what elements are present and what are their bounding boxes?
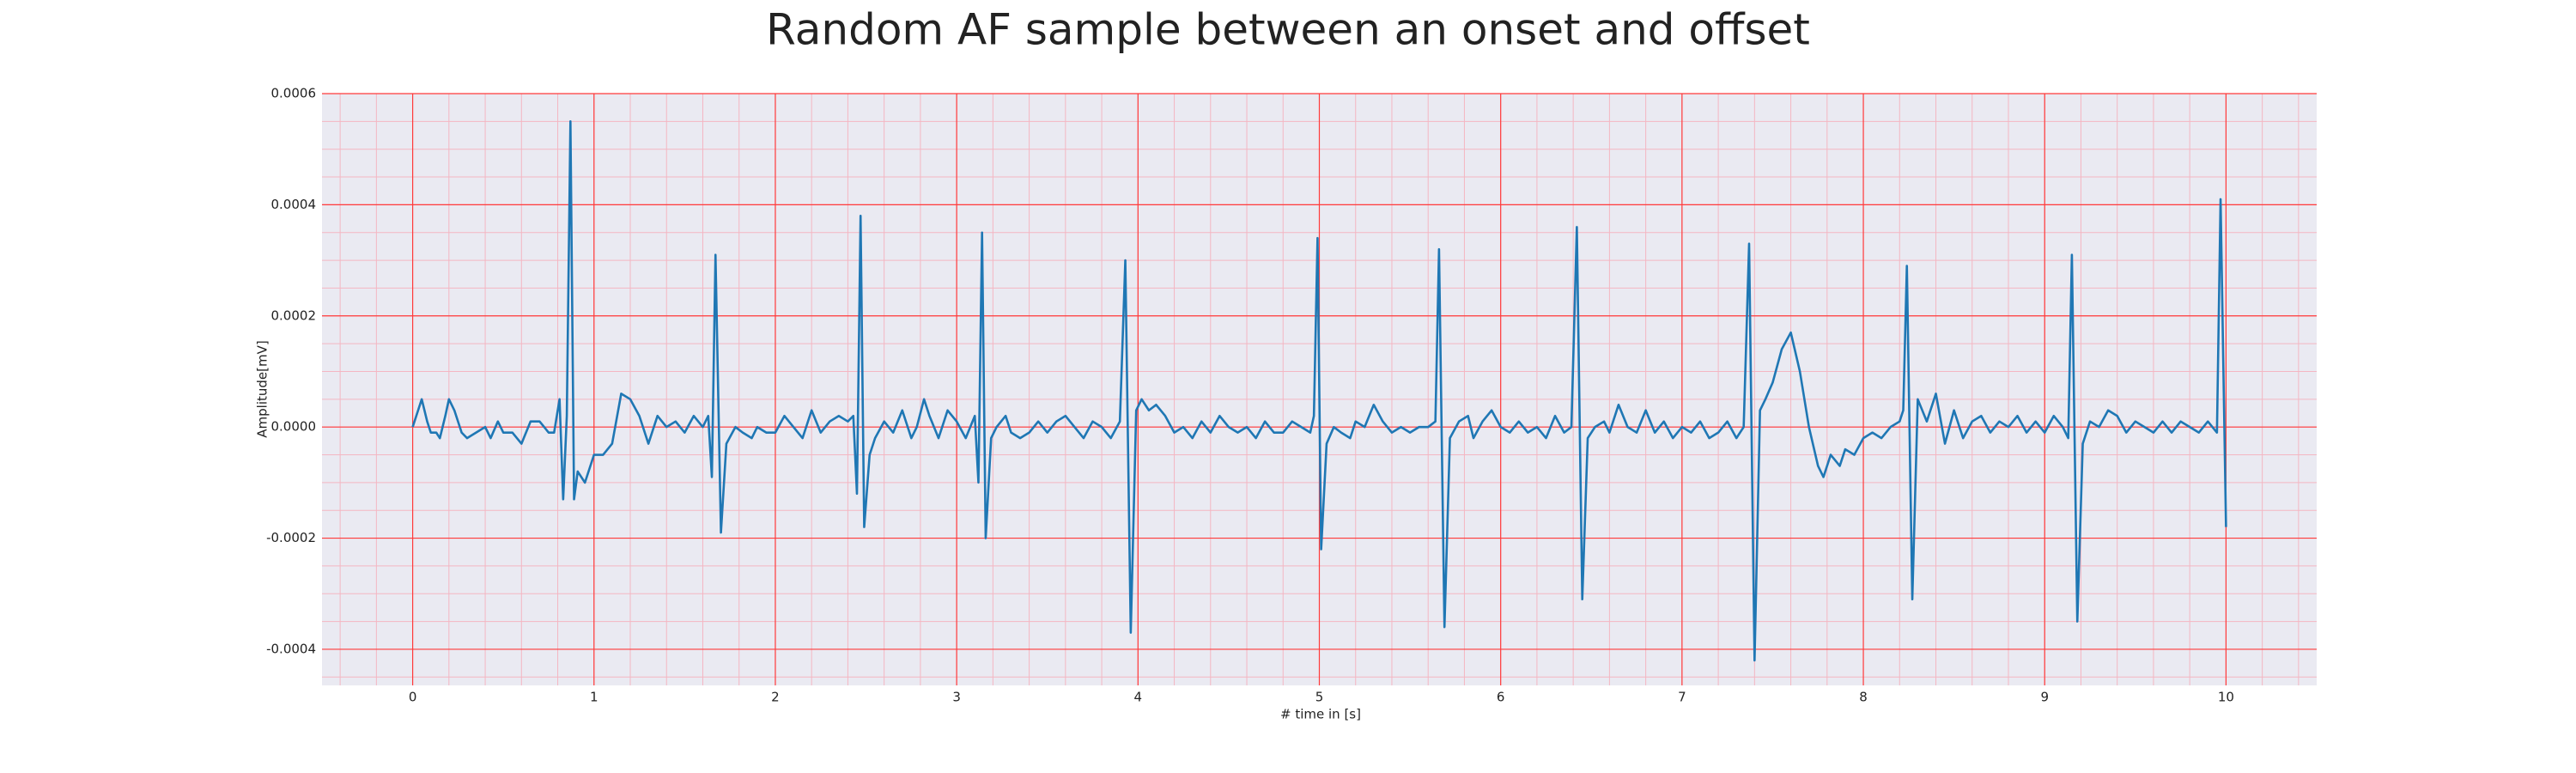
x-tick-label: 8 <box>1859 690 1868 705</box>
x-tick-label: 4 <box>1134 690 1143 705</box>
y-tick-label: -0.0004 <box>266 641 316 656</box>
x-tick-label: 10 <box>2218 690 2234 705</box>
x-tick-label: 1 <box>590 690 598 705</box>
chart-title: Random AF sample between an onset and of… <box>766 5 1810 55</box>
x-tick-label: 5 <box>1315 690 1324 705</box>
y-axis-label: Amplitude[mV] <box>255 340 270 437</box>
x-tick-label: 6 <box>1497 690 1505 705</box>
x-tick-label: 3 <box>952 690 961 705</box>
x-tick-label: 0 <box>409 690 417 705</box>
y-tick-label: -0.0002 <box>266 530 316 545</box>
y-tick-label: 0.0002 <box>271 307 317 323</box>
y-tick-label: 0.0006 <box>271 86 317 101</box>
signal-line <box>411 120 2227 662</box>
y-tick-label: 0.0000 <box>271 419 317 435</box>
x-tick-label: 7 <box>1678 690 1686 705</box>
x-tick-label: 2 <box>771 690 780 705</box>
x-axis-label: # time in [s] <box>1280 707 1361 722</box>
x-tick-label: 9 <box>2040 690 2049 705</box>
y-tick-label: 0.0004 <box>271 197 317 212</box>
